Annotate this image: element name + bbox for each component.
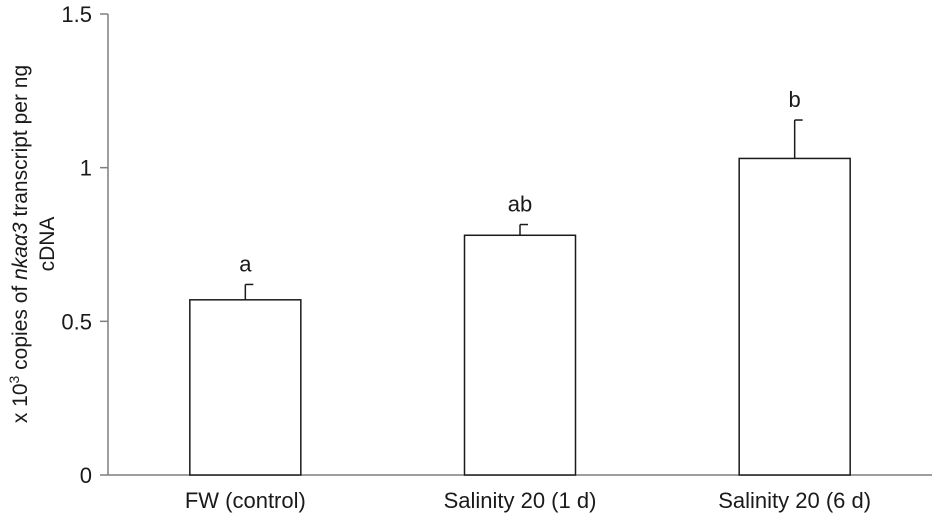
y-title-gene: nkaα3 — [9, 222, 32, 280]
y-axis-title-line2: cDNA — [36, 217, 59, 272]
y-axis-title: x 103 copies of nkaα3 transcript per ngc… — [6, 65, 59, 423]
significance-label: a — [239, 251, 252, 276]
x-tick-label: Salinity 20 (6 d) — [718, 488, 871, 513]
y-tick-label: 0.5 — [61, 309, 92, 334]
labels: a FW (control) ab Salinity 20 (1 d) b Salinit… — [185, 87, 871, 513]
y-title-suffix: transcript per ng — [9, 65, 32, 223]
significance-label: ab — [508, 192, 532, 217]
y-tick-label: 1 — [80, 156, 92, 181]
bar — [738, 157, 851, 476]
significance-label: b — [789, 87, 801, 112]
y-tick-label: 0 — [80, 463, 92, 488]
y-title-prefix: x 10 — [9, 383, 32, 423]
x-tick-label: FW (control) — [185, 488, 306, 513]
x-tick-label: Salinity 20 (1 d) — [444, 488, 597, 513]
bars — [189, 119, 851, 476]
y-axis-title-line1: x 103 copies of nkaα3 transcript per ng — [6, 65, 32, 423]
y-title-middle: copies of — [9, 280, 32, 376]
y-tick-label: 1.5 — [61, 2, 92, 27]
bar — [463, 234, 577, 476]
bar — [189, 299, 302, 476]
y-title-superscript: 3 — [6, 375, 22, 383]
